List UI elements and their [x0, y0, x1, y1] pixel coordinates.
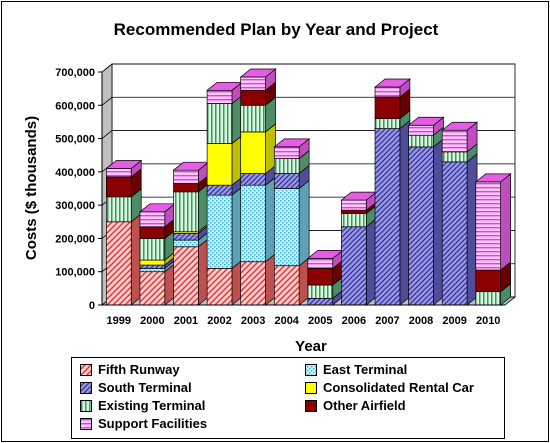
- legend-item-other-airfield: Other Airfield: [305, 398, 406, 413]
- x-tick-label: 2009: [442, 315, 466, 327]
- legend-swatch: [80, 381, 92, 394]
- bar-segment-2004-fifth-runway: [273, 256, 310, 306]
- chart-title: Recommended Plan by Year and Project: [114, 20, 439, 39]
- x-tick-label: 2001: [174, 315, 198, 327]
- bar-segment-2001-fifth-runway: [173, 238, 209, 306]
- x-tick-label: 2003: [241, 315, 265, 327]
- bar-segment-2009-support-facilities: [441, 121, 479, 153]
- legend-label: Existing Terminal: [98, 398, 206, 413]
- bar-segment-1999-support-facilities: [105, 159, 143, 178]
- y-tick-label: 0: [89, 300, 95, 312]
- x-tick-label: 2005: [308, 315, 332, 327]
- legend-swatch: [305, 399, 317, 412]
- x-tick-label: 2004: [274, 315, 299, 327]
- x-tick-label: 2002: [207, 315, 231, 327]
- legend-label: Fifth Runway: [98, 362, 180, 377]
- bar-segment-1999-existing-terminal: [106, 188, 142, 223]
- bar-segment-2006-support-facilities: [340, 191, 378, 211]
- x-tick-label: 2007: [375, 315, 399, 327]
- bar-segment-2003-support-facilities: [239, 68, 277, 92]
- bar-segment-2000-existing-terminal: [139, 229, 176, 261]
- bar-segment-2000-support-facilities: [138, 203, 176, 228]
- y-tick-label: 200,000: [55, 233, 95, 245]
- bar-segment-2002-fifth-runway: [206, 259, 243, 306]
- x-tick-label: 1999: [107, 315, 131, 327]
- bar-segment-2001-existing-terminal: [173, 183, 209, 233]
- y-axis-label: Costs ($ thousands): [23, 116, 40, 260]
- y-tick-label: 600,000: [55, 100, 95, 112]
- bar-segment-2004-east-terminal: [273, 179, 310, 267]
- legend-label: South Terminal: [98, 380, 192, 395]
- stacked-bar-chart: Recommended Plan by Year and Project Cos…: [23, 20, 517, 354]
- legend-item-fifth-runway: Fifth Runway: [80, 362, 180, 377]
- legend-swatch: [80, 399, 92, 412]
- bar-segment-2003-existing-terminal: [240, 96, 276, 133]
- x-tick-label: 2000: [140, 315, 164, 327]
- bar-segment-2000-fifth-runway: [139, 262, 176, 306]
- bar-segment-2002-existing-terminal: [206, 94, 243, 145]
- y-tick-label: 300,000: [55, 200, 95, 212]
- bar-segment-2010-existing-terminal: [475, 282, 511, 306]
- legend-item-south-terminal: South Terminal: [80, 380, 192, 395]
- legend-label: Support Facilities: [98, 416, 208, 431]
- bar-segment-2002-consolidated-rental-car: [206, 134, 243, 186]
- bar-segment-2010-support-facilities: [474, 173, 512, 271]
- bars: [105, 68, 512, 306]
- legend-label: East Terminal: [323, 362, 408, 377]
- bar-segment-2007-support-facilities: [374, 78, 411, 98]
- bar-segment-2005-support-facilities: [306, 249, 344, 270]
- legend-item-existing-terminal: Existing Terminal: [80, 398, 205, 413]
- legend-label: Other Airfield: [323, 398, 406, 413]
- bar-segment-2008-support-facilities: [407, 116, 445, 136]
- legend-item-consolidated-rental-car: Consolidated Rental Car: [305, 380, 474, 395]
- x-tick-label: 2008: [409, 315, 433, 327]
- y-tick-label: 100,000: [55, 267, 95, 279]
- legend-swatch: [305, 363, 317, 376]
- gridline: [101, 63, 515, 73]
- x-tick-label: 2010: [476, 315, 500, 327]
- y-tick-label: 700,000: [55, 67, 95, 79]
- legend: Fifth Runway East Terminal South Terminal C…: [71, 357, 505, 439]
- legend-swatch: [80, 363, 92, 376]
- bar-segment-2009-south-terminal: [441, 153, 478, 306]
- legend-label: Consolidated Rental Car: [323, 380, 474, 395]
- bar-segment-1999-fifth-runway: [106, 213, 142, 306]
- y-tick-label: 500,000: [55, 134, 95, 146]
- legend-item-support-facilities: Support Facilities: [80, 416, 207, 431]
- bar-segment-2007-south-terminal: [374, 119, 411, 306]
- bar-segment-2002-support-facilities: [206, 81, 243, 105]
- x-tick-label: 2006: [342, 315, 366, 327]
- bar-segment-1999-other-airfield: [106, 168, 142, 198]
- bar-segment-2002-east-terminal: [206, 186, 243, 270]
- legend-item-east-terminal: East Terminal: [305, 362, 407, 377]
- y-tick-label: 400,000: [55, 167, 95, 179]
- legend-swatch: [80, 417, 92, 430]
- bar-segment-2007-other-airfield: [374, 88, 411, 120]
- bar-segment-2008-south-terminal: [408, 138, 444, 306]
- x-axis-label: Year: [295, 338, 327, 354]
- bar-segment-2001-support-facilities: [172, 161, 210, 185]
- bar-segment-2004-support-facilities: [273, 138, 311, 160]
- bar-segment-2003-fifth-runway: [240, 253, 276, 306]
- bar-segment-2003-consolidated-rental-car: [240, 123, 276, 175]
- axis-ticks: 0 100,000 200,000 300,000 400,000 500,000 600,…: [55, 67, 505, 327]
- bar-segment-2003-east-terminal: [240, 176, 276, 263]
- bar-segment-2006-south-terminal: [341, 218, 377, 306]
- legend-swatch: [305, 381, 317, 394]
